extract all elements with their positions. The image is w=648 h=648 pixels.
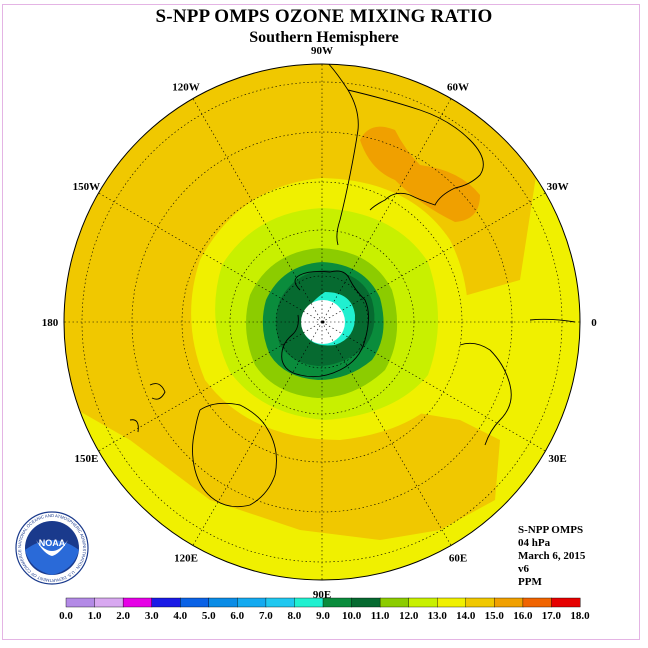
meridian-line <box>321 321 546 452</box>
longitude-label: 90W <box>311 45 333 57</box>
info-date: March 6, 2015 <box>518 550 586 562</box>
info-version: v6 <box>518 563 529 575</box>
map-title: S-NPP OMPS OZONE MIXING RATIO <box>155 6 493 27</box>
meridian-line <box>98 192 323 323</box>
longitude-label: 120E <box>174 553 198 565</box>
info-units: PPM <box>518 576 542 588</box>
longitude-label: 120W <box>172 81 200 93</box>
meridian-line <box>321 192 546 323</box>
noaa-logo: NOAA NATIONAL OCEANIC AND ATMOSPHERIC AD… <box>15 511 89 585</box>
field-14-15 <box>360 126 480 222</box>
product-info: S-NPP OMPS 04 hPa March 6, 2015 v6 PPM <box>518 524 585 589</box>
longitude-label: 30W <box>547 181 569 193</box>
longitude-label: 60E <box>449 553 467 565</box>
meridian-line <box>98 321 323 452</box>
meridian-line <box>321 321 452 546</box>
logo-text: NOAA <box>39 538 66 548</box>
coastlines <box>129 64 576 508</box>
longitude-label: 180 <box>42 317 59 329</box>
meridian-lines <box>64 64 580 580</box>
longitude-labels: 90W 60W 30W 0 30E 60E 90E 120E 150E 180 150W 120W <box>42 45 598 601</box>
meridian-line <box>192 321 323 546</box>
longitude-label: 150E <box>74 453 98 465</box>
figure-frame <box>2 4 640 640</box>
map-subtitle: Southern Hemisphere <box>249 29 399 46</box>
longitude-label: 0 <box>591 317 597 329</box>
south-pole-mark <box>321 320 325 324</box>
longitude-label: 90E <box>313 589 331 601</box>
longitude-label: 150W <box>73 181 101 193</box>
longitude-label: 60W <box>447 81 469 93</box>
info-instrument: S-NPP OMPS <box>518 524 584 536</box>
map-boundary <box>63 63 581 581</box>
meridian-line <box>192 98 323 323</box>
info-level: 04 hPa <box>518 537 551 549</box>
meridian-line <box>321 98 452 323</box>
longitude-label: 30E <box>548 453 566 465</box>
